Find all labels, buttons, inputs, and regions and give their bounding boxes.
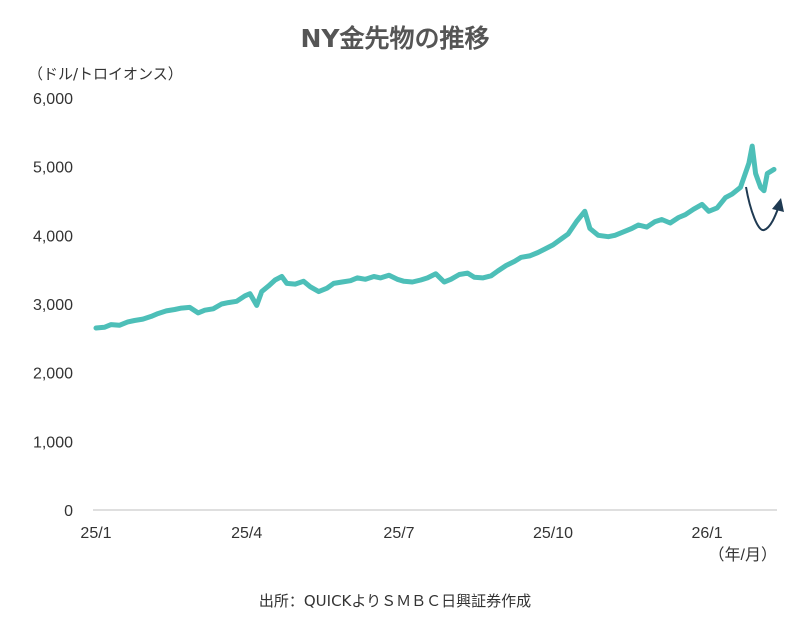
- x-tick-label: 25/1: [80, 525, 111, 542]
- x-tick-label: 25/4: [231, 525, 262, 542]
- y-tick-label: 6,000: [33, 91, 73, 108]
- y-axis-unit-label: （ドル/トロイオンス）: [28, 65, 183, 83]
- y-tick-label: 1,000: [33, 434, 73, 451]
- y-tick-label: 0: [64, 503, 73, 520]
- chart-title: NY金先物の推移: [300, 24, 489, 53]
- y-tick-label: 3,000: [33, 297, 73, 314]
- y-axis-ticks: 0 1,000 2,000 3,000 4,000 5,000 6,000: [33, 91, 73, 520]
- x-tick-label: 25/7: [383, 525, 414, 542]
- gold-price-line: [93, 143, 777, 331]
- rebound-arrow: [745, 186, 784, 231]
- rebound-arrow-curve: [745, 186, 780, 231]
- x-tick-label: 25/10: [533, 525, 573, 542]
- rebound-arrow-head: [772, 198, 784, 212]
- y-tick-label: 2,000: [33, 366, 73, 383]
- y-tick-label: 5,000: [33, 160, 73, 177]
- source-note: 出所：QUICKよりＳＭＢＣ日興証券作成: [259, 592, 531, 610]
- x-axis-unit-label: （年/月）: [709, 546, 777, 564]
- x-tick-label: 26/1: [691, 525, 722, 542]
- x-axis-ticks: 25/1 25/4 25/7 25/10 26/1: [80, 525, 722, 542]
- y-tick-label: 4,000: [33, 228, 73, 245]
